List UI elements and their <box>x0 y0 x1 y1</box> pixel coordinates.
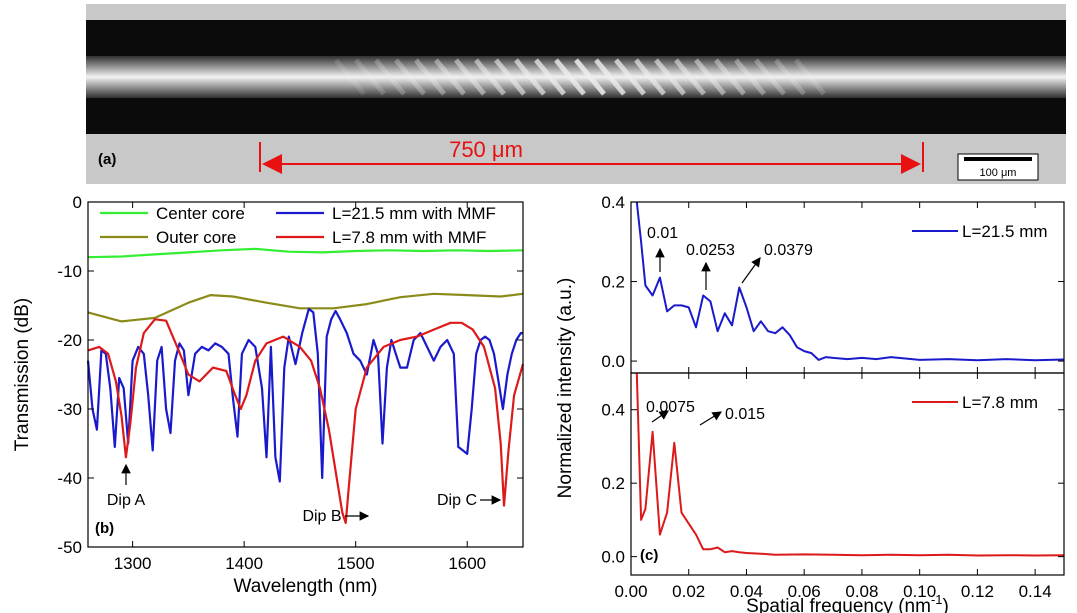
legend-label: L=21.5 mm with MMF <box>332 204 496 223</box>
y-axis-label: Normalized intensity (a.u.) <box>555 278 576 499</box>
x-axis-label: Spatial frequency (nm-1) <box>746 592 949 613</box>
twist-strand <box>454 58 486 96</box>
y-tick-label: 0.4 <box>601 401 625 420</box>
twist-strand <box>494 58 526 96</box>
y-tick-label: 0.4 <box>601 193 625 212</box>
peak-label: 0.0379 <box>764 242 813 259</box>
y-tick-label: 0.0 <box>601 548 625 567</box>
peak-arrow <box>651 410 669 423</box>
twist-strand <box>554 58 586 96</box>
plot-frame <box>87 201 524 548</box>
y-tick-label: 0.2 <box>601 273 625 292</box>
twist-strand <box>614 58 646 96</box>
twist-strand <box>634 58 666 96</box>
dip-b-label: Dip B <box>302 508 341 525</box>
twist-strand <box>754 58 786 96</box>
x-tick-label: 1300 <box>114 554 152 573</box>
twist-strand <box>674 58 706 96</box>
series-line <box>87 247 524 259</box>
twist-strand <box>694 58 726 96</box>
y-tick-label: -40 <box>57 469 82 488</box>
peak-label: 0.0253 <box>686 242 735 259</box>
legend-label: L=7.8 mm with MMF <box>332 228 486 247</box>
twist-pattern <box>334 58 826 96</box>
panel-b-label: (b) <box>95 520 114 537</box>
dip-c-label: Dip C <box>437 492 477 509</box>
peak-arrow <box>699 411 723 426</box>
scale-bar <box>964 157 1032 161</box>
spectrum-line <box>635 372 1065 557</box>
scale-bar-label: 100 μm <box>980 167 1017 179</box>
peak-label: 0.0075 <box>646 399 695 416</box>
twist-strand <box>574 58 606 96</box>
twist-strand <box>594 58 626 96</box>
x-tick-label: 0.14 <box>1019 582 1052 601</box>
peak-label: 0.01 <box>647 225 678 242</box>
y-tick-label: 0.0 <box>601 352 625 371</box>
y-tick-label: -50 <box>57 538 82 557</box>
x-tick-label: 0.02 <box>672 582 705 601</box>
twist-strand <box>514 58 546 96</box>
x-tick-label: 0.12 <box>961 582 994 601</box>
y-tick-label: 0.2 <box>601 474 625 493</box>
dip-a-label: Dip A <box>107 492 146 509</box>
x-tick-label: 0.08 <box>845 582 878 601</box>
series-line <box>87 292 524 323</box>
x-tick-label: 0.06 <box>788 582 821 601</box>
y-tick-label: 0 <box>73 193 82 212</box>
transmission-chart: 1300 1400 1500 1600 0 -10 -20 -30 -40 -50 Waveleng… <box>12 193 525 597</box>
x-tick-label: 1400 <box>225 554 263 573</box>
x-tick-label: 0.04 <box>730 582 763 601</box>
spatial-frequency-chart: 0.0 0.2 0.4 L=21.5 mm 0.0 0.2 0.4 L=7.8 mm 0.00 0… <box>555 193 1065 613</box>
legend-label: L=21.5 mm <box>962 222 1048 241</box>
x-tick-label: 0.00 <box>614 582 647 601</box>
plot-frame <box>630 372 1065 576</box>
twist-strand <box>774 58 806 96</box>
x-tick-label: 0.10 <box>903 582 936 601</box>
series-line <box>86 307 523 483</box>
legend-label: Outer core <box>156 228 236 247</box>
panel-a-label: (a) <box>98 151 116 168</box>
twist-strand <box>354 58 386 96</box>
twist-strand <box>654 58 686 96</box>
twist-strand <box>334 58 366 96</box>
y-tick-label: -20 <box>57 331 82 350</box>
x-axis-label: Wavelength (nm) <box>234 576 378 597</box>
series-line <box>87 318 525 524</box>
twist-strand <box>474 58 506 96</box>
y-axis-label: Transmission (dB) <box>12 298 33 451</box>
twist-strand <box>794 58 826 96</box>
fiber-micrograph: 750 μm (a) 100 μm <box>86 4 1066 184</box>
twist-strand <box>394 58 426 96</box>
y-tick-label: -10 <box>57 262 82 281</box>
y-tick-label: -30 <box>57 400 82 419</box>
x-tick-label: 1600 <box>448 554 486 573</box>
spectrum-line <box>635 201 1065 362</box>
x-tick-label: 1500 <box>337 554 375 573</box>
legend-label: L=7.8 mm <box>962 393 1038 412</box>
twist-strand <box>434 58 466 96</box>
peak-arrow <box>741 257 761 284</box>
panel-c-label: (c) <box>640 547 658 564</box>
twist-strand <box>374 58 406 96</box>
legend-label: Center core <box>156 204 245 223</box>
peak-label: 0.015 <box>725 406 765 423</box>
twist-strand <box>414 58 446 96</box>
twist-strand <box>734 58 766 96</box>
twist-strand <box>714 58 746 96</box>
length-label: 750 μm <box>449 137 523 162</box>
twist-strand <box>534 58 566 96</box>
